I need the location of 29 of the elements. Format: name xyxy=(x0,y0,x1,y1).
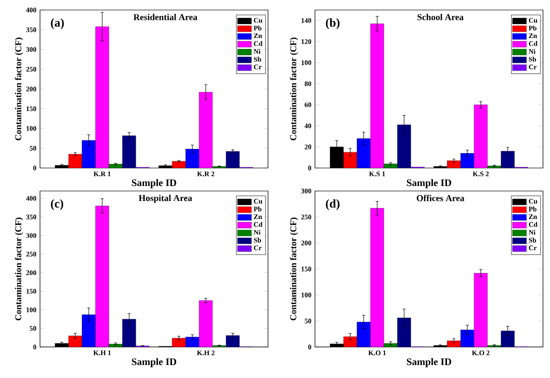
bar xyxy=(384,343,398,347)
annotation: (c) xyxy=(50,199,64,210)
annotation: (a) xyxy=(50,18,64,30)
x-axis-title: Sample ID xyxy=(406,179,452,188)
y-axis-title: Contamination factor (CF) xyxy=(14,38,24,140)
x-axis-title: Sample ID xyxy=(132,358,176,368)
annotation: (b) xyxy=(326,18,340,30)
bar xyxy=(172,161,186,168)
bar xyxy=(95,206,110,347)
x-axis-title: Sample ID xyxy=(406,358,452,368)
bar xyxy=(474,104,488,168)
chart-title: School Area xyxy=(418,14,464,20)
chart-title: Offices Area xyxy=(416,194,464,202)
bar xyxy=(198,300,213,347)
annotation: (d) xyxy=(326,199,340,210)
bar xyxy=(370,208,384,347)
y-axis-title: Contamination factor (CF) xyxy=(14,218,24,320)
bar xyxy=(474,273,488,347)
x-axis-title: Sample ID xyxy=(132,179,176,188)
bar xyxy=(68,336,82,347)
bar xyxy=(370,24,384,168)
bar xyxy=(172,338,186,347)
bar xyxy=(198,92,213,168)
bar xyxy=(68,154,82,168)
y-axis-title: Contamination factor (CF) xyxy=(290,218,298,320)
bar xyxy=(95,26,110,168)
chart-title: Residential Area xyxy=(134,14,198,20)
y-axis-title: Contamination factor (CF) xyxy=(290,38,298,140)
chart-title: Hospital Area xyxy=(138,194,192,203)
